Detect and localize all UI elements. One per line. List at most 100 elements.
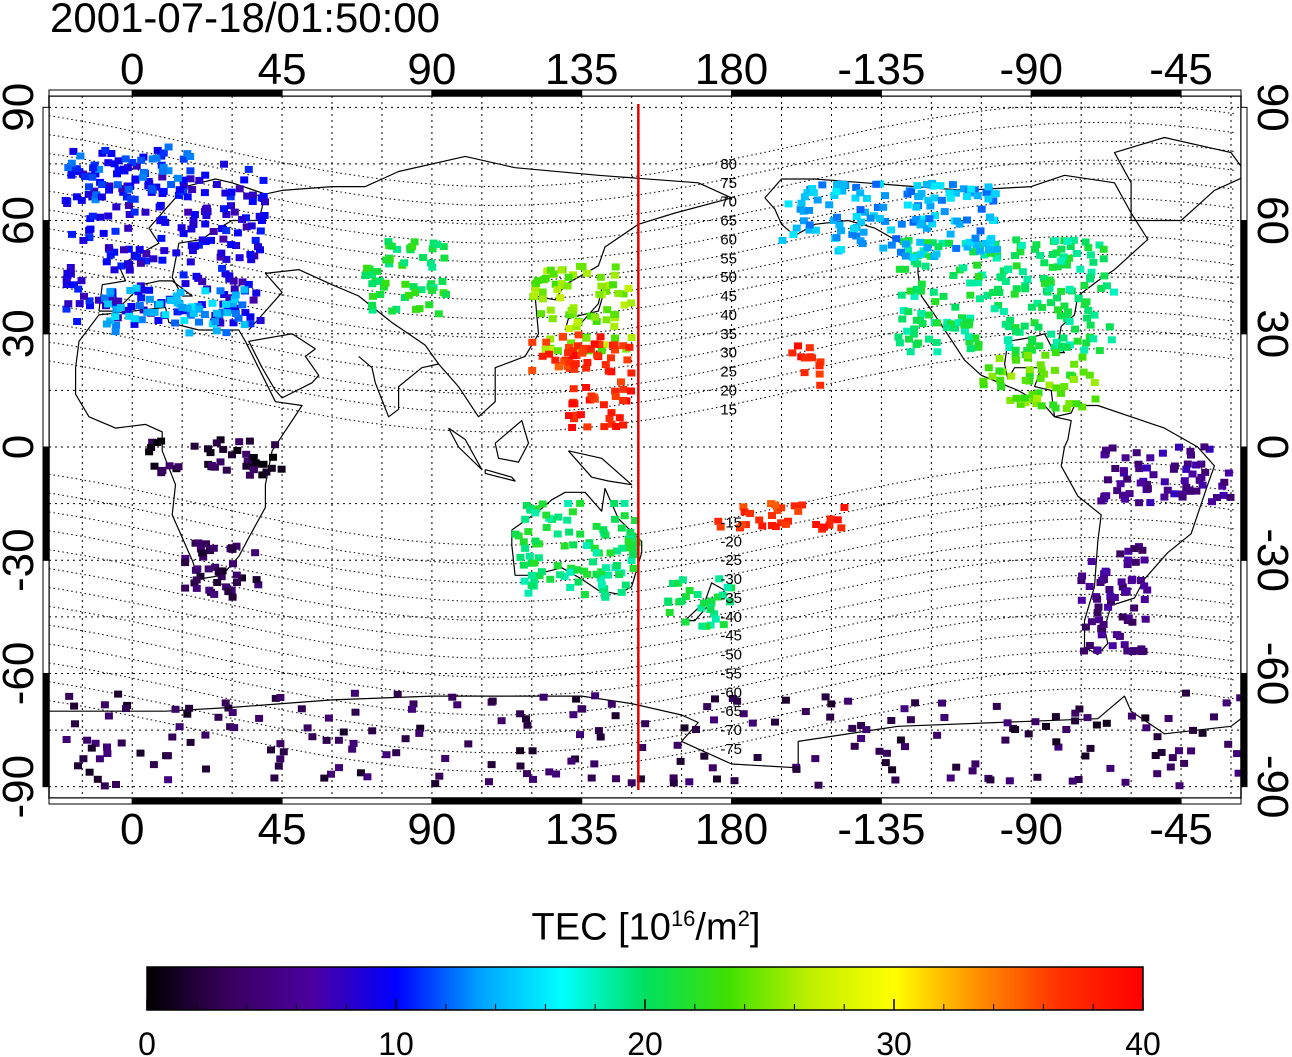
tec-cell [125, 312, 134, 320]
tec-cell [1011, 726, 1020, 733]
tec-cell [949, 272, 958, 279]
tec-cell [546, 335, 555, 343]
tec-cell [792, 224, 801, 232]
tec-cell [221, 300, 230, 308]
contour-label: 45 [720, 288, 737, 305]
tec-cell [917, 280, 926, 288]
tec-cell [516, 762, 525, 770]
frame-bar [581, 797, 733, 805]
tec-cell [1031, 245, 1039, 253]
tec-cell [116, 304, 125, 312]
tec-cell [693, 591, 702, 598]
tec-cell [1085, 583, 1094, 590]
tec-cell [520, 577, 529, 585]
tec-cell [385, 260, 394, 268]
tec-cell [233, 579, 241, 586]
tec-cell [279, 748, 288, 756]
tec-cell [174, 191, 183, 199]
tec-cell [428, 245, 437, 253]
tec-cell [614, 289, 623, 297]
tec-cell [1099, 621, 1108, 628]
contour-line [49, 688, 1235, 773]
tec-cell [803, 189, 812, 197]
tec-cell [1105, 323, 1114, 331]
tec-cell [569, 711, 578, 719]
tec-cell [351, 708, 360, 716]
tec-cell [565, 325, 574, 333]
tec-cell [1116, 480, 1125, 488]
tec-cell [244, 280, 253, 288]
tec-cell [243, 192, 252, 200]
tec-cell [161, 311, 170, 319]
tec-cell [610, 310, 619, 318]
tec-cell [1198, 481, 1207, 489]
tec-cell [62, 275, 71, 283]
tec-cell [570, 365, 579, 373]
left-lat-tick-label: 0 [0, 435, 43, 459]
tec-cell [85, 234, 94, 242]
tec-cell [872, 180, 881, 188]
tec-cell [1020, 322, 1029, 330]
contour-line [49, 253, 1235, 338]
tec-cell [538, 295, 547, 303]
tec-cell [404, 291, 413, 299]
tec-cell [557, 266, 566, 274]
tec-cell [202, 540, 210, 548]
tec-cell [730, 777, 739, 785]
tec-cell [1103, 476, 1112, 484]
tec-cell [582, 269, 591, 277]
tec-cell [181, 584, 190, 592]
tec-cell [183, 304, 192, 312]
tec-cell [1021, 285, 1030, 293]
tec-cell [1057, 261, 1066, 269]
tec-cell [216, 319, 225, 327]
top-lon-tick-label: -90 [999, 45, 1063, 94]
tec-cell [541, 345, 550, 353]
tec-cell [700, 752, 709, 760]
tec-cell [740, 508, 749, 516]
tec-cell [1070, 360, 1079, 368]
tec-cell [186, 175, 195, 183]
tec-cell [1128, 618, 1137, 626]
tec-cell [277, 465, 286, 473]
tec-cell [1086, 273, 1095, 281]
tec-cell [79, 237, 88, 244]
tec-cell [256, 227, 265, 235]
tec-cell [158, 167, 167, 175]
tec-cell [122, 193, 131, 201]
tec-cell [276, 740, 285, 748]
tec-cell [1069, 236, 1078, 244]
tec-cell [247, 256, 256, 264]
tec-cell [892, 235, 901, 243]
tec-cell [240, 321, 249, 329]
tec-cell [592, 317, 601, 325]
tec-cell [603, 306, 612, 314]
tec-cell [320, 774, 329, 782]
tec-cell [826, 713, 835, 721]
tec-cell [609, 281, 617, 289]
tec-cell [1233, 750, 1241, 758]
tec-cell [408, 705, 416, 713]
tec-cell [150, 462, 159, 470]
tec-cell [63, 272, 72, 280]
tec-cell [611, 515, 619, 523]
tec-cell [255, 212, 264, 220]
tec-cell [1234, 769, 1241, 777]
tec-cell [1012, 356, 1021, 364]
tec-cell [1062, 405, 1071, 412]
tec-cell [619, 385, 628, 393]
tec-cell [986, 236, 995, 244]
tec-cell [917, 287, 925, 295]
tec-cell [827, 700, 836, 708]
tec-cell [553, 347, 562, 355]
tec-cell [833, 213, 841, 221]
tec-cell [1079, 368, 1088, 376]
tec-cell [572, 411, 581, 419]
tec-cell [916, 250, 925, 258]
tec-cell [531, 509, 540, 517]
tec-cell [1006, 316, 1015, 324]
tec-cell [69, 147, 78, 155]
tec-cell [125, 211, 134, 218]
tec-cell [669, 580, 677, 587]
